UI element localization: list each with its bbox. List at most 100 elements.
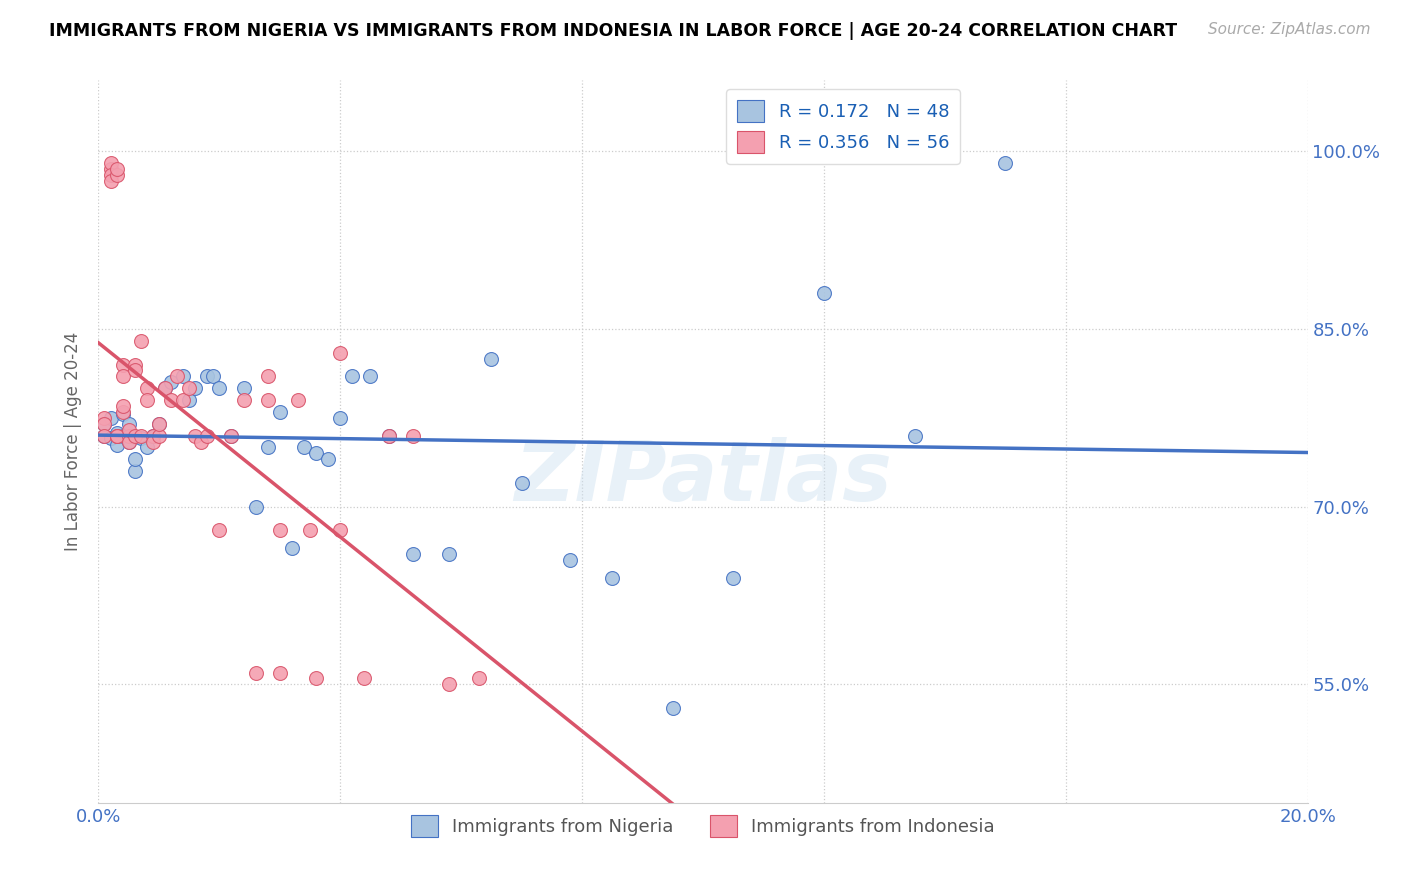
Point xyxy=(111,369,134,384)
Point xyxy=(135,393,157,408)
Point xyxy=(93,417,115,431)
Point xyxy=(93,428,115,442)
Point xyxy=(160,393,183,408)
Point xyxy=(105,428,128,442)
Point xyxy=(342,369,364,384)
Point xyxy=(129,334,152,348)
Point xyxy=(129,431,152,445)
Text: IMMIGRANTS FROM NIGERIA VS IMMIGRANTS FROM INDONESIA IN LABOR FORCE | AGE 20-24 : IMMIGRANTS FROM NIGERIA VS IMMIGRANTS FR… xyxy=(49,22,1177,40)
Point xyxy=(195,428,218,442)
Point xyxy=(481,351,503,366)
Point xyxy=(111,405,134,419)
Point xyxy=(179,381,201,395)
Point xyxy=(100,162,122,177)
Point xyxy=(148,417,170,431)
Point xyxy=(904,428,927,442)
Point xyxy=(602,571,624,585)
Point xyxy=(468,672,491,686)
Point xyxy=(148,417,170,431)
Point xyxy=(179,393,201,408)
Point xyxy=(190,434,212,449)
Point xyxy=(558,553,581,567)
Point xyxy=(153,381,176,395)
Point xyxy=(402,428,425,442)
Point xyxy=(184,381,207,395)
Point xyxy=(661,701,683,715)
Point xyxy=(360,369,382,384)
Point xyxy=(118,434,141,449)
Point xyxy=(124,452,146,467)
Point xyxy=(118,423,141,437)
Point xyxy=(105,428,128,442)
Point xyxy=(256,369,278,384)
Point xyxy=(105,168,128,182)
Point xyxy=(153,381,176,395)
Point xyxy=(353,672,375,686)
Point xyxy=(118,417,141,431)
Point xyxy=(208,524,231,538)
Point xyxy=(172,369,194,384)
Point xyxy=(100,174,122,188)
Y-axis label: In Labor Force | Age 20-24: In Labor Force | Age 20-24 xyxy=(65,332,83,551)
Point xyxy=(93,428,115,442)
Point xyxy=(160,376,183,390)
Point xyxy=(329,524,352,538)
Point xyxy=(105,438,128,452)
Point xyxy=(305,672,328,686)
Point xyxy=(93,410,115,425)
Point xyxy=(118,428,141,442)
Point xyxy=(105,162,128,177)
Point xyxy=(269,405,291,419)
Point xyxy=(232,393,254,408)
Point xyxy=(813,286,835,301)
Point xyxy=(124,464,146,478)
Legend: Immigrants from Nigeria, Immigrants from Indonesia: Immigrants from Nigeria, Immigrants from… xyxy=(404,808,1002,845)
Point xyxy=(184,428,207,442)
Point xyxy=(172,393,194,408)
Point xyxy=(195,369,218,384)
Point xyxy=(299,524,322,538)
Point xyxy=(111,358,134,372)
Point xyxy=(329,410,352,425)
Point xyxy=(723,571,745,585)
Point xyxy=(221,428,243,442)
Point xyxy=(129,428,152,442)
Point xyxy=(111,428,134,442)
Point xyxy=(142,428,165,442)
Point xyxy=(93,417,115,431)
Point xyxy=(402,547,425,561)
Point xyxy=(245,665,267,680)
Point xyxy=(135,441,157,455)
Point xyxy=(437,547,460,561)
Point xyxy=(142,428,165,442)
Point xyxy=(208,381,231,395)
Point xyxy=(111,399,134,413)
Point xyxy=(437,677,460,691)
Point xyxy=(329,345,352,359)
Point xyxy=(124,428,146,442)
Point xyxy=(148,428,170,442)
Point xyxy=(287,393,309,408)
Text: Source: ZipAtlas.com: Source: ZipAtlas.com xyxy=(1208,22,1371,37)
Point xyxy=(100,431,122,445)
Point xyxy=(202,369,225,384)
Point xyxy=(316,452,339,467)
Point xyxy=(221,428,243,442)
Point xyxy=(124,363,146,377)
Point xyxy=(377,428,399,442)
Point xyxy=(245,500,267,514)
Point xyxy=(510,475,533,490)
Point xyxy=(135,381,157,395)
Point xyxy=(118,434,141,449)
Point xyxy=(111,407,134,421)
Point xyxy=(256,441,278,455)
Point xyxy=(124,358,146,372)
Point xyxy=(166,369,188,384)
Point xyxy=(269,665,291,680)
Point xyxy=(292,441,315,455)
Point xyxy=(269,524,291,538)
Point xyxy=(377,428,399,442)
Point xyxy=(142,434,165,449)
Point xyxy=(100,156,122,170)
Point xyxy=(256,393,278,408)
